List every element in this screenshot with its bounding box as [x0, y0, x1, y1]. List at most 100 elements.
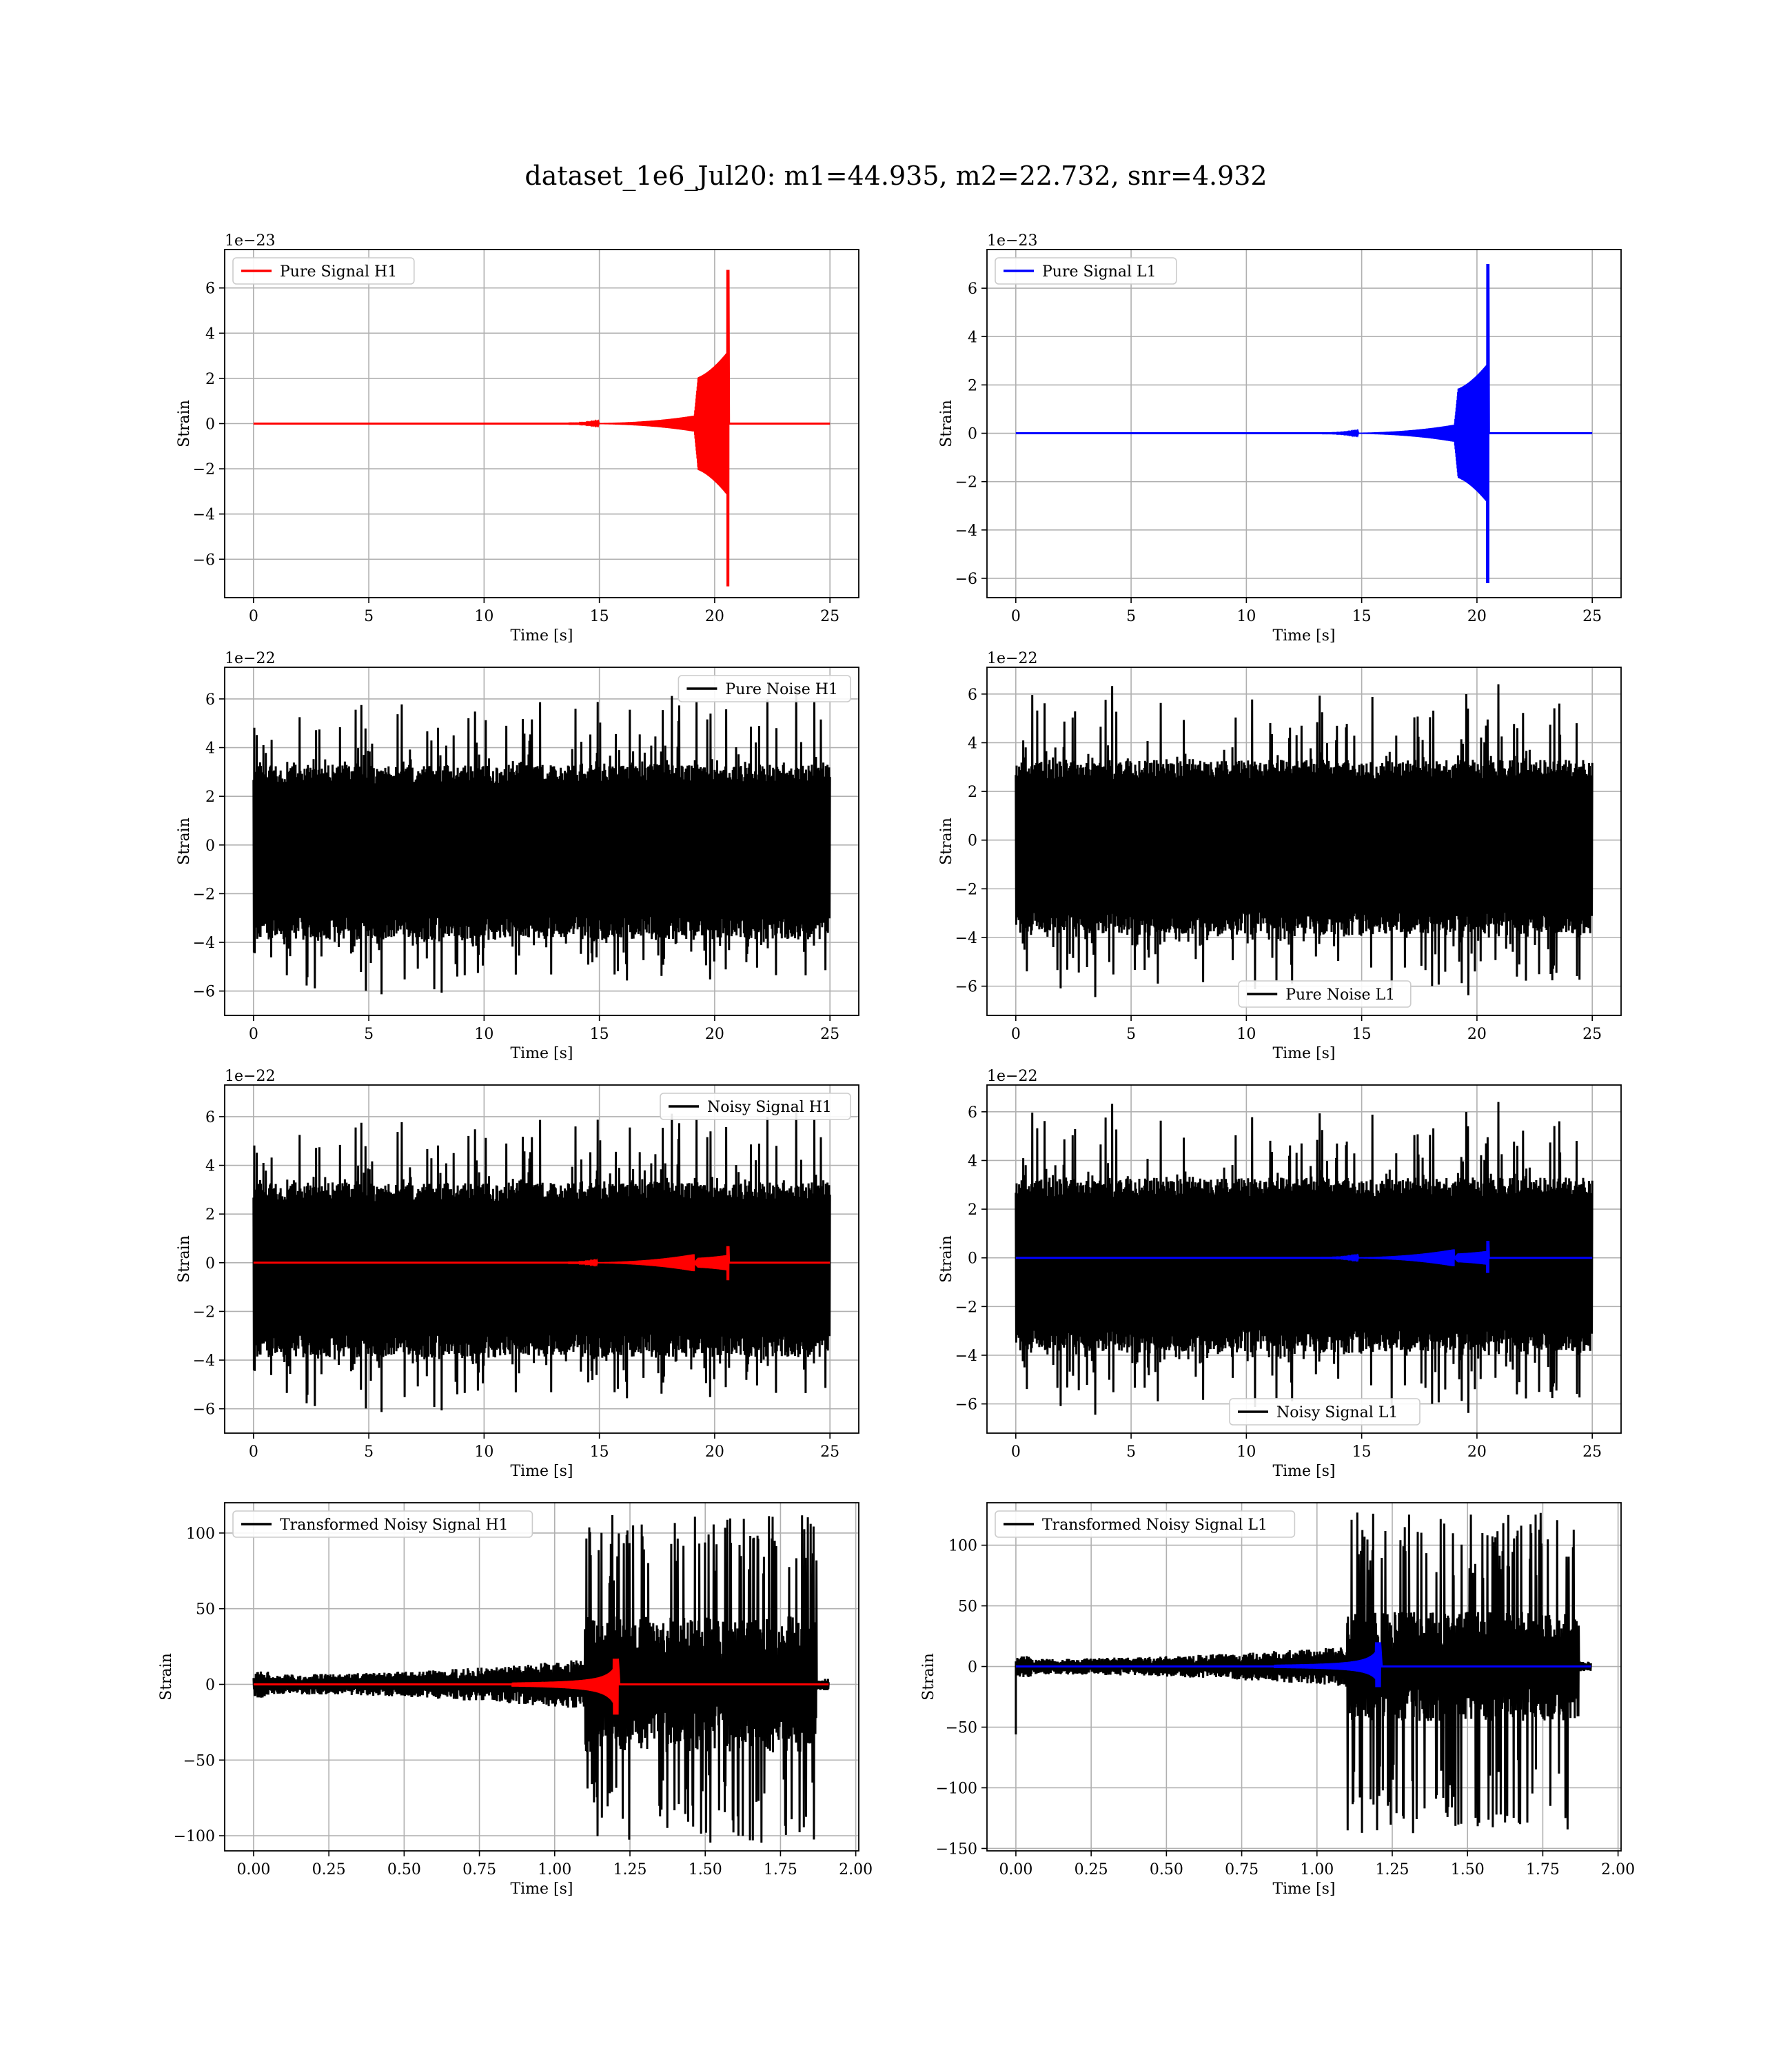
x-tick-label: 0	[249, 1026, 258, 1043]
pure-noise-h1-line	[252, 686, 831, 995]
legend-label: Noisy Signal H1	[707, 1099, 832, 1116]
y-tick-label: −6	[955, 1397, 977, 1414]
x-tick-label: 2.00	[839, 1861, 873, 1878]
x-tick-label: 5	[1126, 1443, 1136, 1461]
pure-signal-l1-axes: 0 5 10 15 20 25 −6 −4 −2 0 2 4 6 Time [s] Strain 1e−23 P…	[938, 232, 1622, 645]
legend-box	[995, 1510, 1296, 1538]
figure-title: dataset_1e6_Jul20: m1=44.935, m2=22.732,…	[525, 161, 1267, 192]
y-tick-label: 2	[205, 789, 215, 806]
y-offset-text: 1e−23	[225, 232, 275, 250]
x-axis-label: Time [s]	[510, 1463, 573, 1480]
y-tick-label: 0	[205, 1255, 215, 1273]
x-tick-label: 10	[474, 1443, 493, 1461]
x-axis-label: Time [s]	[1272, 1463, 1335, 1480]
legend-box	[232, 1510, 533, 1538]
noisy-signal-l1-plot-area	[1015, 1102, 1594, 1415]
y-tick-label: −100	[936, 1781, 977, 1798]
y-axis-label: Strain	[158, 1653, 175, 1701]
x-tick-label: 10	[1236, 1026, 1256, 1043]
x-tick-label: 0.50	[387, 1861, 421, 1878]
x-tick-label: 5	[1126, 608, 1136, 625]
x-tick-label: 0	[1011, 608, 1021, 625]
x-tick-label: 1.50	[689, 1861, 722, 1878]
x-tick-label: 15	[1352, 608, 1372, 625]
x-tick-label: 0	[249, 1443, 258, 1461]
y-offset-text: 1e−22	[987, 1068, 1037, 1085]
y-tick-label: −6	[955, 979, 977, 996]
transformed-noisy-signal-h1-plot-area	[252, 1514, 830, 1843]
pure-signal-h1-axes: 0 5 10 15 20 25 −6 −4 −2 0 2 4 6 Time [s] Strain 1e−23 P…	[176, 232, 859, 645]
noisy-signal-l1-overlay-line	[1015, 1240, 1593, 1273]
y-tick-label: −2	[955, 881, 977, 898]
y-tick-label: −2	[193, 1304, 215, 1321]
y-tick-label: −2	[955, 1299, 977, 1316]
legend-label: Pure Noise H1	[725, 681, 838, 698]
y-tick-label: 4	[205, 1158, 215, 1175]
y-tick-label: 0	[968, 833, 977, 850]
y-tick-label: 100	[186, 1525, 215, 1543]
legend-box	[1229, 1398, 1421, 1426]
x-tick-label: 20	[1467, 608, 1487, 625]
x-tick-label: 20	[705, 1443, 724, 1461]
y-tick-label: 6	[205, 281, 215, 298]
axes-frame	[224, 1502, 859, 1852]
x-axis-label: Time [s]	[510, 1881, 573, 1898]
y-tick-label: 6	[205, 691, 215, 709]
legend: Pure Signal H1	[232, 257, 415, 285]
axes-frame	[224, 667, 859, 1016]
x-tick-label: 1.25	[613, 1861, 647, 1878]
y-axis-label: Strain	[176, 400, 193, 447]
y-tick-label: −4	[955, 1348, 977, 1365]
transformed-noisy-signal-l1-plot-area	[1015, 1512, 1592, 1834]
x-tick-label: 5	[1126, 1026, 1136, 1043]
x-axis-label: Time [s]	[510, 1045, 573, 1062]
y-tick-label: 0	[205, 1676, 215, 1694]
x-tick-label: 0	[249, 608, 258, 625]
legend-box	[660, 1093, 851, 1120]
legend: Pure Signal L1	[995, 257, 1177, 285]
y-tick-label: 4	[968, 329, 977, 346]
legend-box	[678, 675, 851, 702]
y-tick-label: 6	[205, 1109, 215, 1126]
legend-label: Transformed Noisy Signal L1	[1042, 1517, 1267, 1534]
y-tick-label: 2	[968, 377, 977, 394]
y-tick-label: 2	[205, 371, 215, 388]
x-tick-label: 5	[364, 1443, 374, 1461]
x-tick-label: 0.25	[1075, 1861, 1108, 1878]
x-tick-label: 10	[474, 1026, 493, 1043]
legend-box	[1238, 980, 1412, 1008]
legend-label: Pure Signal H1	[280, 263, 397, 281]
y-tick-label: −50	[183, 1752, 215, 1770]
y-offset-text: 1e−23	[987, 232, 1037, 250]
pure-noise-l1-line	[1015, 684, 1594, 997]
y-tick-label: 0	[968, 426, 977, 443]
noisy-signal-l1-line	[1015, 1102, 1594, 1415]
pure-noise-l1-axes: 0 5 10 15 20 25 −6 −4 −2 0 2 4 6 Time [s] Strain 1e−22 P…	[938, 650, 1622, 1062]
legend-box	[995, 257, 1177, 285]
axes-frame	[224, 1084, 859, 1434]
y-tick-label: 0	[205, 838, 215, 855]
axes-frame	[986, 1084, 1622, 1434]
y-tick-label: −6	[193, 984, 215, 1001]
x-tick-label: 0.25	[312, 1861, 346, 1878]
x-tick-label: 1.00	[1300, 1861, 1334, 1878]
x-axis-label: Time [s]	[1272, 627, 1335, 645]
x-tick-label: 15	[1352, 1443, 1372, 1461]
noisy-signal-h1-overlay-line	[253, 1246, 831, 1281]
x-tick-label: 25	[1582, 1443, 1602, 1461]
x-tick-label: 25	[1582, 1026, 1602, 1043]
y-tick-label: 4	[968, 1153, 977, 1170]
x-tick-label: 0.00	[999, 1861, 1032, 1878]
x-tick-label: 1.00	[538, 1861, 571, 1878]
x-tick-label: 20	[1467, 1443, 1487, 1461]
x-tick-label: 0.50	[1150, 1861, 1183, 1878]
legend: Noisy Signal L1	[1229, 1398, 1421, 1426]
x-tick-label: 10	[1236, 1443, 1256, 1461]
y-tick-label: 2	[968, 1202, 977, 1219]
y-tick-label: 0	[968, 1250, 977, 1268]
legend: Pure Noise H1	[678, 675, 851, 702]
y-tick-label: 0	[205, 416, 215, 434]
x-tick-label: 0.00	[236, 1861, 270, 1878]
